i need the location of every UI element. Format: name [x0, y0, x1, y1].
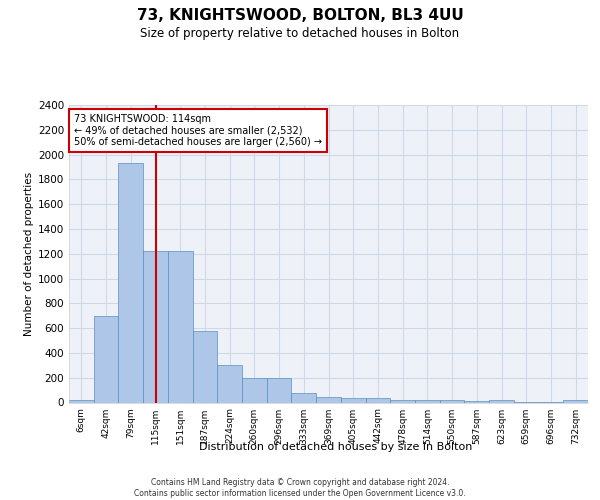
Bar [292, 392, 316, 402]
Text: Size of property relative to detached houses in Bolton: Size of property relative to detached ho… [140, 28, 460, 40]
Bar [365, 398, 390, 402]
Text: 73 KNIGHTSWOOD: 114sqm
← 49% of detached houses are smaller (2,532)
50% of semi-: 73 KNIGHTSWOOD: 114sqm ← 49% of detached… [74, 114, 322, 147]
Bar [217, 364, 242, 403]
Bar [242, 378, 267, 402]
Bar [440, 400, 464, 402]
Text: Contains HM Land Registry data © Crown copyright and database right 2024.
Contai: Contains HM Land Registry data © Crown c… [134, 478, 466, 498]
Bar [316, 397, 341, 402]
Bar [563, 400, 588, 402]
Bar [489, 400, 514, 402]
Bar [143, 252, 168, 402]
Bar [193, 331, 217, 402]
Bar [168, 252, 193, 402]
Bar [390, 400, 415, 402]
Bar [94, 316, 118, 402]
Text: 73, KNIGHTSWOOD, BOLTON, BL3 4UU: 73, KNIGHTSWOOD, BOLTON, BL3 4UU [137, 8, 463, 22]
Bar [341, 398, 365, 402]
Bar [415, 400, 440, 402]
Y-axis label: Number of detached properties: Number of detached properties [24, 172, 34, 336]
Bar [267, 378, 292, 402]
Bar [118, 164, 143, 402]
Bar [69, 400, 94, 402]
Text: Distribution of detached houses by size in Bolton: Distribution of detached houses by size … [199, 442, 473, 452]
